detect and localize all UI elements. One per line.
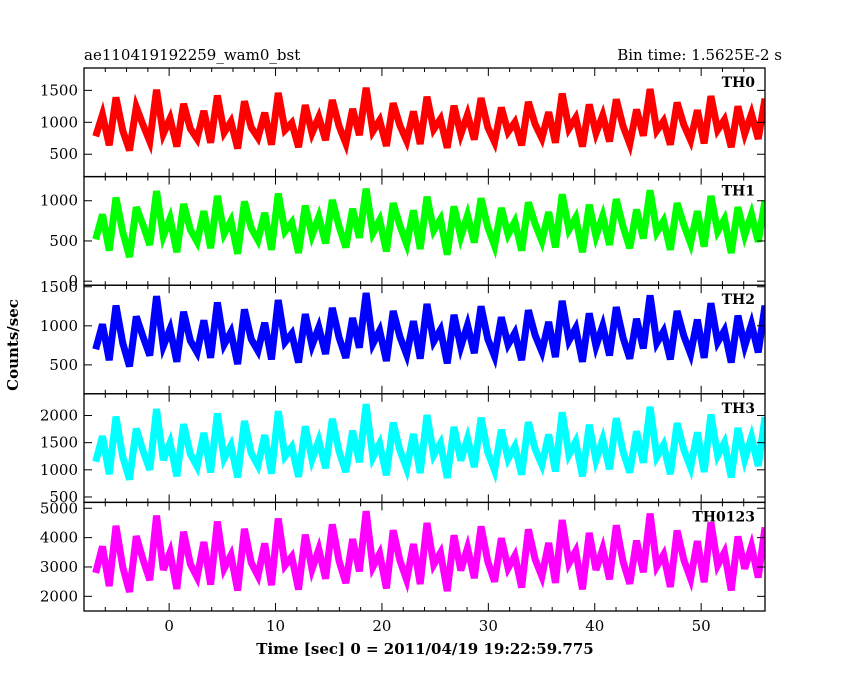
x-tick-label: 0	[164, 617, 174, 635]
panel-label-th1: TH1	[722, 184, 755, 200]
y-tick-label: 2000	[40, 587, 78, 605]
y-tick-label: 1500	[40, 434, 78, 452]
y-tick-label: 500	[49, 356, 78, 374]
header-left-title: ae110419192259_wam0_bst	[84, 46, 300, 64]
y-tick-label: 5000	[40, 499, 78, 517]
y-tick-label: 1500	[40, 81, 78, 99]
x-tick-label: 20	[372, 617, 391, 635]
header-right-title: Bin time: 1.5625E-2 s	[617, 46, 782, 64]
panel-label-th0: TH0	[722, 75, 756, 91]
y-tick-label: 500	[49, 145, 78, 163]
x-tick-label: 30	[479, 617, 498, 635]
y-tick-label: 4000	[40, 529, 78, 547]
panel-label-th0123: TH0123	[692, 509, 755, 525]
y-tick-label: 500	[49, 232, 78, 250]
series-th3-trace	[92, 403, 765, 484]
y-tick-label: 1000	[40, 461, 78, 479]
y-tick-label: 0	[68, 272, 78, 290]
y-tick-label: 1000	[40, 317, 78, 335]
y-tick-label: 1000	[40, 192, 78, 210]
panel-label-th3: TH3	[722, 401, 755, 417]
y-axis-label: Counts/sec	[4, 299, 22, 391]
y-tick-label: 2000	[40, 407, 78, 425]
series-th0123-trace	[92, 510, 765, 594]
series-th2-trace	[92, 292, 765, 370]
y-tick-label: 500	[49, 488, 78, 506]
x-axis-label: Time [sec] 0 = 2011/04/19 19:22:59.775	[256, 640, 593, 658]
series-th1-trace	[92, 188, 765, 260]
x-tick-label: 50	[692, 617, 711, 635]
x-tick-label: 40	[585, 617, 604, 635]
x-tick-label: 10	[266, 617, 285, 635]
y-tick-label: 3000	[40, 558, 78, 576]
y-tick-label: 1500	[40, 278, 78, 296]
panel-label-th2: TH2	[722, 292, 755, 308]
series-th0-trace	[92, 87, 765, 157]
y-tick-label: 1000	[40, 113, 78, 131]
